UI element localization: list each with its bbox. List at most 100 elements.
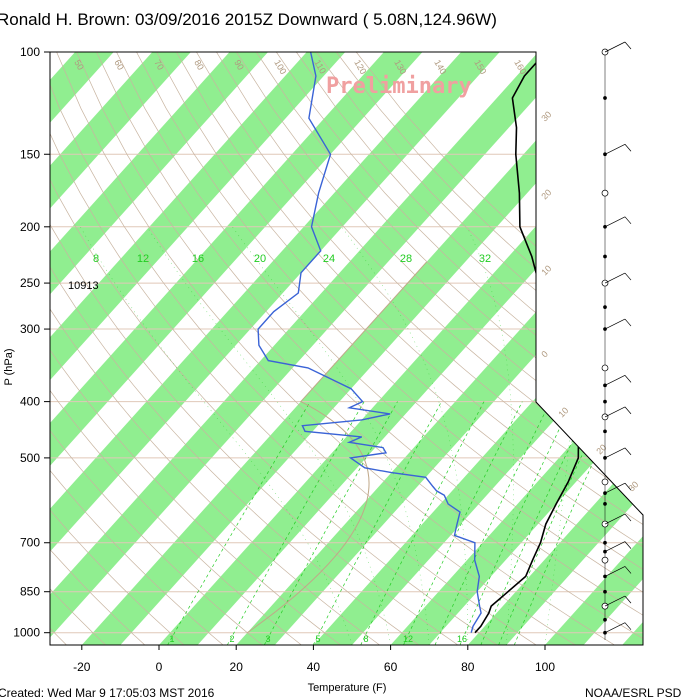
mixing-ratio-label: 8 xyxy=(93,253,99,265)
dry-adiabat xyxy=(50,52,498,645)
dry-adiabat-label: 70 xyxy=(152,58,166,72)
wind-barb-flag xyxy=(624,318,632,327)
wind-barb xyxy=(604,375,626,386)
dry-adiabat xyxy=(50,52,537,645)
x-axis-label: Temperature (F) xyxy=(308,682,387,694)
wind-barb-flag xyxy=(624,144,632,152)
y-axis-label: P (hPa) xyxy=(3,348,15,385)
y-tick-label: 850 xyxy=(20,585,40,599)
mixing-ratio-line xyxy=(498,401,608,645)
dry-adiabat xyxy=(50,52,341,645)
isotherm-band xyxy=(50,52,423,645)
mixing-ratio-label: 16 xyxy=(192,253,204,265)
skew-isotherm-label: 20 xyxy=(539,187,553,201)
dry-adiabat-label: 50 xyxy=(72,58,86,72)
wind-barb xyxy=(604,566,626,577)
moist-adiabats xyxy=(80,226,580,645)
isotherm-band xyxy=(236,52,643,645)
wind-barb xyxy=(604,318,626,330)
wind-station-dot xyxy=(603,617,607,622)
wind-barb-flag xyxy=(624,375,632,383)
mixing-ratio-line xyxy=(403,401,523,645)
dry-adiabat-label: 60 xyxy=(112,58,126,72)
mixing-ratio-line xyxy=(312,401,442,645)
mixing-ratio-line xyxy=(263,401,398,645)
mixing-ratio-line xyxy=(226,401,365,645)
dry-adiabat xyxy=(116,52,643,645)
mixing-ratio-bottom-label: 2 xyxy=(229,634,234,644)
skew-isotherm-label: 20 xyxy=(594,442,608,456)
wind-barb-flag xyxy=(624,41,632,50)
wind-station-dot xyxy=(603,540,607,545)
wind-station-dot xyxy=(603,254,607,259)
dry-adiabat xyxy=(56,52,615,645)
dry-adiabat xyxy=(50,52,146,645)
created-timestamp: Created: Wed Mar 9 17:05:03 MST 2016 xyxy=(0,686,215,700)
y-tick-label: 250 xyxy=(20,276,40,290)
skew-isotherm-labels: 30 20 10 0 10 20 30 xyxy=(539,109,640,493)
mixing-ratio-label: 28 xyxy=(400,253,412,265)
dry-adiabat xyxy=(256,52,643,645)
y-tick-label: 200 xyxy=(20,220,40,234)
preliminary-watermark: Preliminary xyxy=(326,74,472,99)
wind-barb-flag xyxy=(624,513,632,522)
wind-station-dot xyxy=(603,589,607,594)
dry-adiabat-label: 80 xyxy=(192,58,206,72)
dry-adiabat xyxy=(50,52,263,645)
wind-barb-column xyxy=(601,41,632,640)
isotherm-band xyxy=(50,52,577,645)
mixing-ratio-label: 20 xyxy=(254,253,266,265)
y-tick-label: 150 xyxy=(20,147,40,161)
skew-isotherm-label: 0 xyxy=(539,349,550,360)
wind-barb xyxy=(604,216,626,228)
isotherm-band xyxy=(50,52,269,645)
dry-adiabat xyxy=(156,52,643,645)
isotherm-band xyxy=(50,52,500,645)
wind-station-dot xyxy=(601,189,609,197)
mixing-ratio-labels: 8 12 16 20 24 28 321 2 3 5 8 12 16 xyxy=(93,253,491,644)
y-tick-label: 300 xyxy=(20,322,40,336)
mixing-ratio-bottom-label: 3 xyxy=(265,634,270,644)
mixing-ratio-line xyxy=(434,401,551,645)
x-tick-label: -20 xyxy=(73,660,91,674)
isotherm-band xyxy=(390,52,643,645)
mixing-ratio-line xyxy=(360,401,485,645)
wind-barb-flag xyxy=(624,595,632,604)
mixing-ratio-bottom-label: 1 xyxy=(169,634,174,644)
parcel-trace xyxy=(247,261,427,634)
dry-adiabat xyxy=(96,52,643,645)
wind-barb xyxy=(604,622,626,634)
wind-station-dot xyxy=(603,305,607,309)
y-tick-label: 1000 xyxy=(13,626,40,640)
dry-adiabat xyxy=(296,52,643,645)
wind-barb-flag xyxy=(624,447,632,456)
moist-adiabat xyxy=(80,226,353,645)
plot-frame xyxy=(49,51,644,646)
x-tick-label: 0 xyxy=(156,660,163,674)
x-tick-label: 80 xyxy=(461,660,475,674)
dry-adiabat xyxy=(50,52,576,645)
mixing-ratio-label: 32 xyxy=(479,253,491,265)
wind-station-dot xyxy=(603,429,607,434)
mixing-ratio-bottom-label: 16 xyxy=(457,634,467,644)
wind-barb xyxy=(604,447,626,459)
wind-barb xyxy=(604,143,626,155)
y-tick-label: 500 xyxy=(20,451,40,465)
x-tick-label: 100 xyxy=(535,660,555,674)
wind-barb xyxy=(604,272,626,284)
chart-title: Ronald H. Brown: 03/09/2016 2015Z Downwa… xyxy=(0,10,497,29)
x-tick-label: 20 xyxy=(230,660,244,674)
dry-adiabat xyxy=(76,52,643,645)
wind-station-dot xyxy=(603,502,607,506)
mixing-ratio-line xyxy=(480,401,592,645)
parcel-curve xyxy=(247,261,427,634)
wind-station-dot xyxy=(601,478,609,486)
dry-adiabat xyxy=(276,52,643,645)
y-tick-label: 400 xyxy=(20,395,40,409)
dry-adiabat xyxy=(50,52,420,645)
dry-adiabat xyxy=(50,52,106,645)
dry-adiabat xyxy=(50,52,302,645)
wind-station-dot xyxy=(601,556,609,564)
mixing-ratio-lines xyxy=(167,401,622,645)
